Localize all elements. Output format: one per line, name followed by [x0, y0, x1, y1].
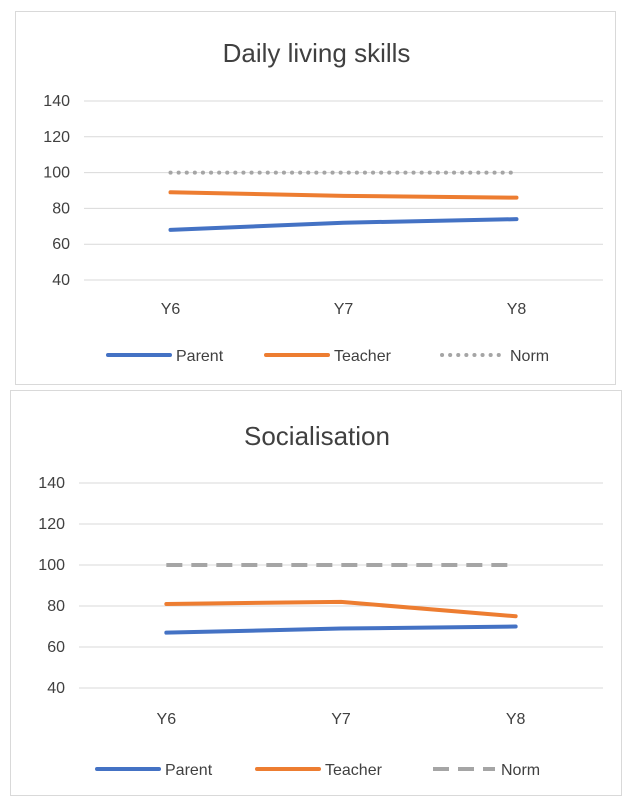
- x-tick-label: Y6: [161, 301, 181, 318]
- y-tick-label: 120: [43, 129, 70, 146]
- y-tick-label: 60: [47, 639, 65, 656]
- legend-label-parent: Parent: [176, 348, 224, 365]
- x-tick-label: Y7: [334, 301, 354, 318]
- legend-label-parent: Parent: [165, 762, 213, 779]
- series-line-teacher: [164, 599, 518, 619]
- legend-label-norm: Norm: [501, 762, 540, 779]
- y-tick-label: 100: [43, 165, 70, 182]
- y-tick-label: 120: [38, 516, 65, 533]
- legend-label-teacher: Teacher: [334, 348, 392, 365]
- y-tick-label: 40: [47, 680, 65, 697]
- chart-title: Socialisation: [244, 421, 390, 451]
- chart-socialisation: Socialisation 140 120 100 80 60 40 Y6 Y7 Y8 Parent…: [10, 390, 622, 796]
- y-tick-label: 140: [38, 475, 65, 492]
- y-tick-label: 140: [43, 93, 70, 110]
- x-tick-label: Y8: [506, 711, 526, 728]
- legend-label-norm: Norm: [510, 348, 549, 365]
- chart-title: Daily living skills: [223, 38, 411, 68]
- chart-svg: Daily living skills 140 120 100 80 60 40 Y6 Y7 Y8…: [43, 38, 603, 365]
- x-tick-label: Y7: [331, 711, 351, 728]
- legend-label-teacher: Teacher: [325, 762, 383, 779]
- y-tick-label: 80: [47, 598, 65, 615]
- x-tick-label: Y8: [507, 301, 527, 318]
- y-tick-label: 60: [52, 236, 70, 253]
- x-tick-label: Y6: [157, 711, 177, 728]
- series-line-parent: [168, 217, 519, 232]
- y-tick-label: 80: [52, 200, 70, 217]
- chart-daily-living-skills: Daily living skills 140 120 100 80 60 40 Y6 Y7 Y8…: [15, 11, 616, 385]
- chart-svg: Socialisation 140 120 100 80 60 40 Y6 Y7 Y8 Parent…: [38, 421, 603, 779]
- series-line-teacher: [168, 190, 519, 200]
- series-line-parent: [164, 624, 518, 635]
- y-tick-label: 40: [52, 272, 70, 289]
- y-tick-label: 100: [38, 557, 65, 574]
